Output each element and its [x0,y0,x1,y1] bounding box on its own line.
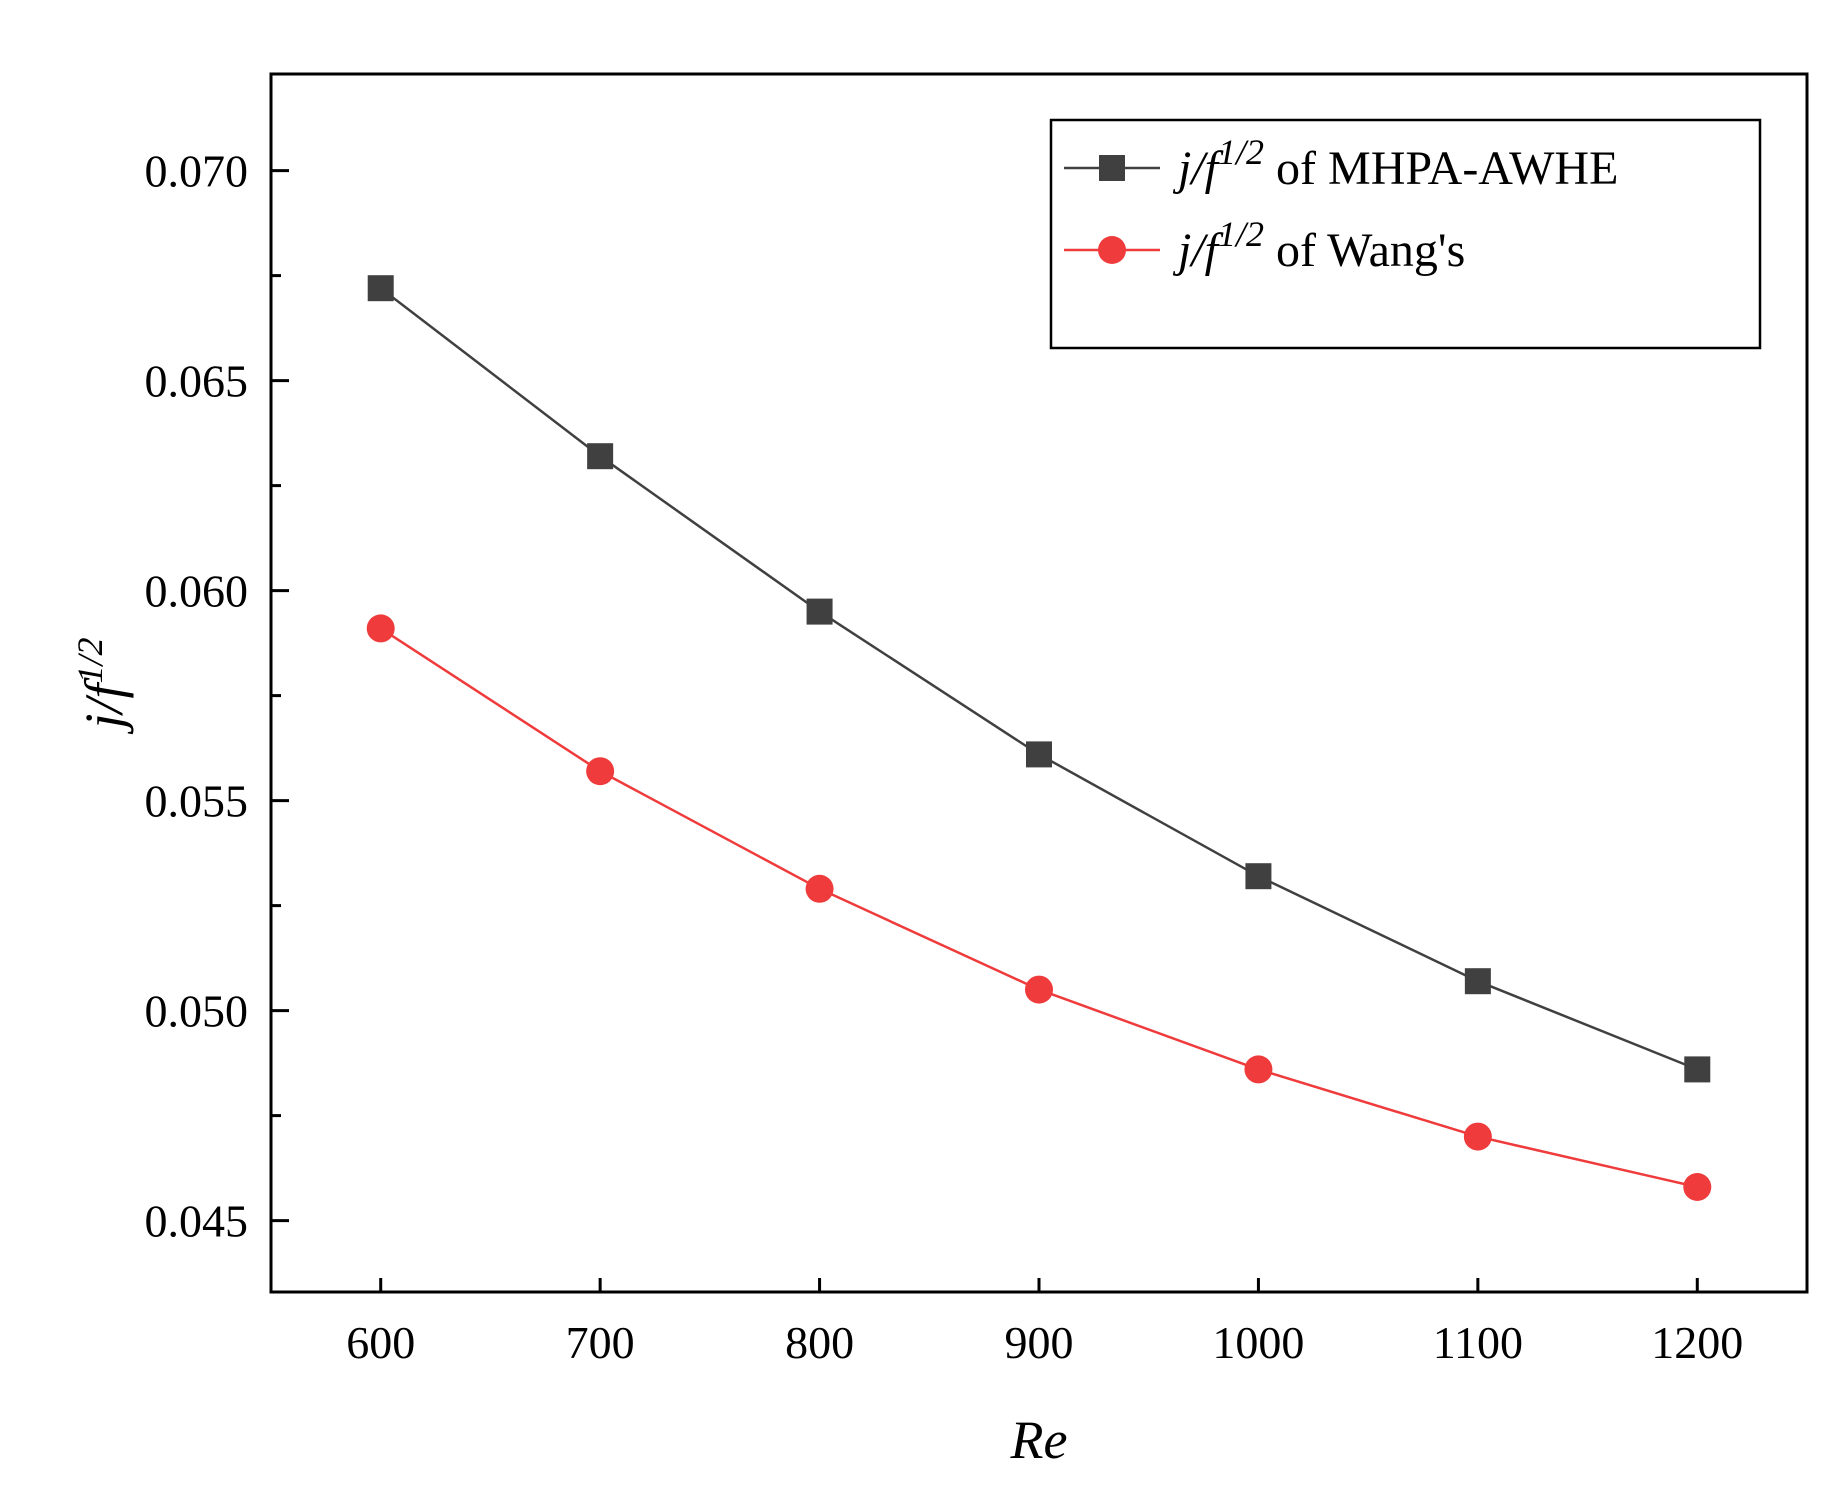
y-tick-label: 0.055 [145,776,249,827]
legend-label-base: j/f [1172,224,1224,277]
data-point [1684,1056,1711,1083]
y-axis-title: j/f1/2 [70,637,134,734]
data-point [367,275,394,302]
x-tick-label: 800 [785,1317,854,1368]
y-axis-title-base: j/f [74,677,134,735]
data-point [1464,968,1491,995]
x-tick-labels: 600 700 800 900 1000 1100 1200 [346,1317,1743,1368]
data-point [1025,975,1053,1004]
y-tick-label: 0.045 [145,1196,249,1247]
x-tick-label: 1000 [1212,1317,1304,1368]
series-2 [366,614,1712,1201]
data-point [1463,1122,1492,1151]
data-point [1026,741,1052,768]
legend-entry: j/f1/2 of Wang's [1064,214,1465,277]
data-point [366,614,395,643]
legend-label-sup: 1/2 [1218,132,1264,172]
y-tick-label: 0.070 [145,146,249,197]
legend-marker [1099,155,1125,181]
legend-label: j/f1/2 of MHPA-AWHE [1172,132,1618,195]
legend-label: j/f1/2 of Wang's [1172,214,1465,277]
plot-frame [269,72,1809,1294]
x-tick-label: 600 [346,1317,415,1368]
x-tick-label: 700 [566,1317,635,1368]
legend-label-base: j/f [1172,142,1224,195]
x-tick-label: 1100 [1433,1317,1523,1368]
data-series [366,275,1712,1201]
y-tick-labels: 0.045 0.050 0.055 0.060 0.065 0.070 [145,146,249,1247]
y-tick-label: 0.050 [145,986,249,1037]
data-point [806,598,833,625]
legend-marker [1098,236,1126,264]
legend-label-sup: 1/2 [1218,214,1264,254]
x-tick-label: 1200 [1651,1317,1743,1368]
x-axis-title: Re [1010,1410,1068,1470]
data-point [1683,1173,1712,1201]
legend-label-text: of Wang's [1276,224,1465,277]
series-1 [367,275,1711,1083]
data-point [587,443,614,470]
y-tick-label: 0.065 [145,356,249,407]
data-point [586,757,615,786]
data-point [1244,1055,1273,1084]
legend-box [1049,118,1762,350]
axis-ticks [271,169,1699,1292]
x-tick-label: 900 [1005,1317,1074,1368]
data-point [1245,863,1272,890]
data-point [805,874,834,903]
y-tick-label: 0.060 [145,566,249,617]
legend-entry: j/f1/2 of MHPA-AWHE [1064,132,1618,195]
legend-label-text: of MHPA-AWHE [1276,142,1618,195]
y-axis-title-sup: 1/2 [70,637,110,683]
